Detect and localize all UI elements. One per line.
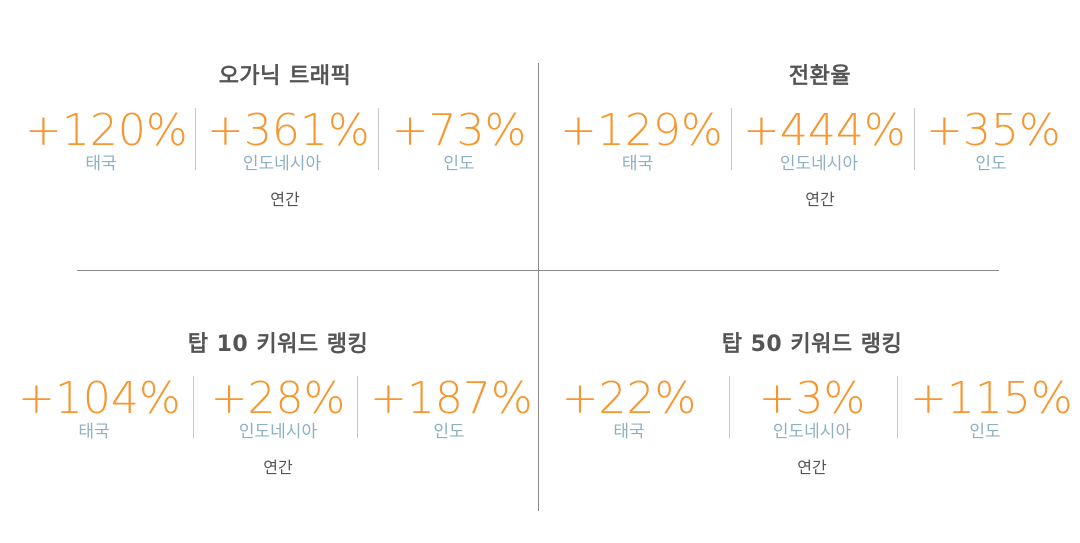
stat-separator bbox=[357, 376, 358, 438]
stat-india: +73% 인도 bbox=[391, 108, 527, 176]
stat-thailand: +129% 태국 bbox=[560, 105, 723, 176]
stat-label: 인도네시아 bbox=[772, 422, 852, 442]
stat-value: +115% bbox=[910, 373, 1073, 424]
stat-india: +187% 인도 bbox=[370, 373, 533, 444]
quadrant-organic-traffic: 오가닉 트래픽 +120% 태국 +361% 인도네시아 +73% 인도 연간 bbox=[25, 58, 545, 258]
stat-separator bbox=[731, 108, 732, 170]
stat-value: +187% bbox=[370, 373, 533, 424]
stat-label: 인도네시아 bbox=[238, 422, 318, 442]
stat-value: +28% bbox=[210, 373, 346, 424]
stat-label: 인도 bbox=[975, 154, 1007, 174]
stat-label: 인도 bbox=[969, 422, 1001, 442]
stat-label: 태국 bbox=[621, 154, 654, 174]
stat-indonesia: +361% 인도네시아 bbox=[207, 105, 370, 176]
stat-value: +22% bbox=[561, 373, 697, 424]
stat-label: 태국 bbox=[78, 422, 110, 442]
stat-value: +444% bbox=[743, 105, 906, 156]
stat-separator bbox=[729, 376, 730, 438]
vertical-divider bbox=[538, 63, 539, 511]
stat-value: +120% bbox=[25, 105, 188, 156]
quadrant-title: 전환율 bbox=[788, 64, 852, 89]
quadrant-top50-keyword-ranking: 탑 50 키워드 랭킹 +22% 태국 +3% 인도네시아 +115% 인도 연… bbox=[552, 326, 1073, 526]
quadrant-title: 오가닉 트래픽 bbox=[218, 64, 352, 89]
period-label: 연간 bbox=[263, 458, 293, 477]
stats-row: +104% 태국 +28% 인도네시아 +187% 인도 bbox=[18, 376, 538, 444]
stat-separator bbox=[193, 376, 194, 438]
stat-label: 인도네시아 bbox=[779, 154, 859, 174]
period-label: 연간 bbox=[805, 190, 835, 209]
quadrant-title: 탑 50 키워드 랭킹 bbox=[721, 332, 903, 357]
stat-india: +115% 인도 bbox=[910, 373, 1073, 444]
stat-separator bbox=[914, 108, 915, 170]
stat-value: +129% bbox=[560, 105, 723, 156]
stat-label: 인도네시아 bbox=[242, 154, 322, 174]
period-label: 연간 bbox=[270, 190, 300, 209]
quadrant-title: 탑 10 키워드 랭킹 bbox=[187, 332, 369, 357]
stat-thailand: +120% 태국 bbox=[25, 105, 188, 176]
quadrant-conversion-rate: 전환율 +129% 태국 +444% 인도네시아 +35% 인도 연간 bbox=[560, 58, 1080, 258]
stat-label: 인도 bbox=[433, 422, 465, 442]
stat-value: +35% bbox=[926, 105, 1061, 156]
stat-label: 인도 bbox=[443, 154, 475, 174]
stat-india: +35% 인도 bbox=[926, 105, 1061, 176]
stat-separator bbox=[195, 108, 196, 170]
stat-thailand: +22% 태국 bbox=[552, 376, 706, 444]
stats-row: +129% 태국 +444% 인도네시아 +35% 인도 bbox=[560, 108, 1080, 176]
stat-indonesia: +3% 인도네시아 bbox=[742, 376, 882, 444]
stat-thailand: +104% 태국 bbox=[18, 373, 181, 444]
horizontal-divider bbox=[77, 270, 999, 271]
stat-value: +3% bbox=[758, 373, 866, 424]
stat-indonesia: +444% 인도네시아 bbox=[743, 105, 906, 176]
stat-value: +104% bbox=[18, 373, 181, 424]
stat-value: +361% bbox=[207, 105, 370, 156]
stats-row: +22% 태국 +3% 인도네시아 +115% 인도 bbox=[552, 373, 1073, 444]
stat-label: 태국 bbox=[613, 422, 645, 442]
stat-indonesia: +28% 인도네시아 bbox=[208, 376, 348, 444]
stat-separator bbox=[378, 108, 379, 170]
quadrant-top10-keyword-ranking: 탑 10 키워드 랭킹 +104% 태국 +28% 인도네시아 +187% 인도… bbox=[18, 326, 538, 526]
stats-row: +120% 태국 +361% 인도네시아 +73% 인도 bbox=[25, 108, 545, 176]
stat-separator bbox=[897, 376, 898, 438]
stat-label: 태국 bbox=[85, 154, 117, 174]
stat-value: +73% bbox=[391, 105, 527, 156]
period-label: 연간 bbox=[797, 458, 827, 477]
